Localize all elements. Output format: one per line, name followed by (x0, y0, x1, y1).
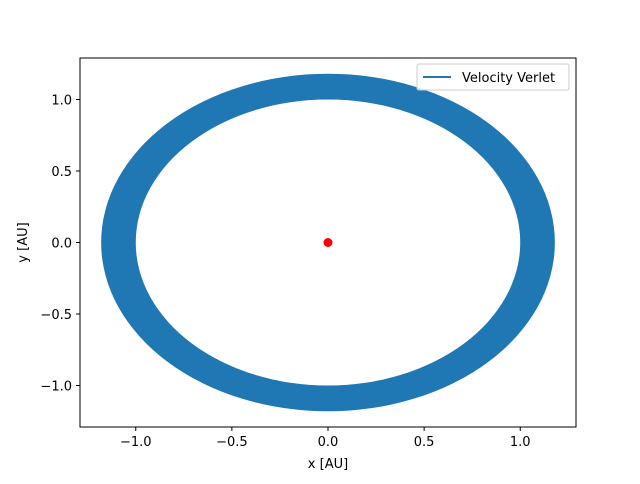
x-tick-label: 0.0 (318, 435, 339, 450)
x-axis-label: x [AU] (308, 457, 348, 472)
y-tick-label: 0.5 (51, 165, 72, 180)
y-tick-label: 0.0 (51, 237, 72, 252)
x-tick-label: −1.0 (120, 435, 152, 450)
x-tick-label: 0.5 (414, 435, 435, 450)
x-tick-label: −0.5 (216, 435, 248, 450)
y-tick-label: −1.0 (40, 380, 72, 395)
y-tick-label: 1.0 (51, 93, 72, 108)
y-axis-label: y [AU] (16, 222, 31, 262)
legend: Velocity Verlet (416, 63, 570, 91)
sun-marker (323, 238, 333, 247)
x-tick-label: 1.0 (510, 435, 531, 450)
legend-box (416, 63, 570, 91)
y-tick-label: −0.5 (40, 308, 72, 323)
legend-label-velocity-verlet: Velocity Verlet (462, 71, 555, 86)
